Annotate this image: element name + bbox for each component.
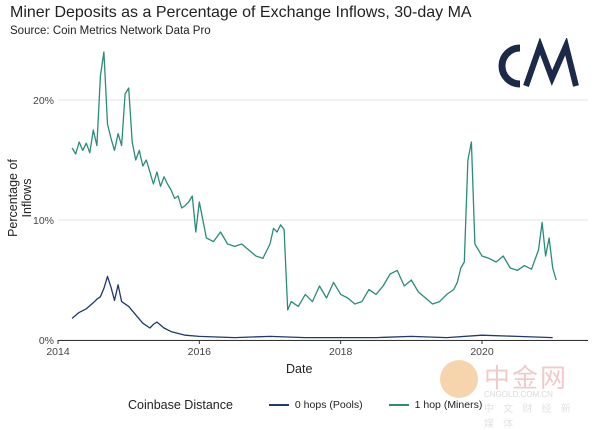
y-tick-label: 20% — [33, 95, 54, 107]
legend-item-pools: 0 hops (Pools) — [268, 399, 363, 411]
watermark: 中金网 CNGOLD.COM.CN 中 文 财 经 新 媒 体 — [440, 356, 590, 430]
x-tick-label: 2018 — [329, 346, 353, 358]
legend-item-miners: 1 hop (Miners) — [388, 399, 483, 411]
chart-title: Miner Deposits as a Percentage of Exchan… — [10, 4, 472, 21]
legend-label-pools: 0 hops (Pools) — [294, 399, 363, 411]
x-tick-label: 2014 — [46, 346, 70, 358]
watermark-logo-icon — [440, 360, 478, 398]
series-line-pools — [71, 275, 553, 339]
legend-title: Coinbase Distance — [128, 398, 233, 412]
series-line-miners — [71, 51, 557, 311]
x-axis-label: Date — [286, 362, 313, 376]
legend: Coinbase Distance 0 hops (Pools) 1 hop (… — [128, 398, 508, 412]
x-tick-label: 2020 — [470, 346, 494, 358]
legend-label-miners: 1 hop (Miners) — [414, 399, 483, 411]
y-axis-label: Percentage of Inflows — [6, 159, 34, 237]
coinmetrics-logo — [498, 38, 579, 88]
watermark-sub: 中 文 财 经 新 媒 体 — [484, 404, 574, 430]
chart-subtitle: Source: Coin Metrics Network Data Pro — [10, 25, 211, 37]
x-tick-label: 2016 — [188, 346, 212, 358]
y-tick-label: 10% — [33, 215, 54, 227]
watermark-url: CNGOLD.COM.CN — [484, 390, 553, 399]
legend-swatch-pools — [268, 404, 289, 406]
legend-swatch-miners — [388, 404, 409, 406]
y-tick-label: 0% — [39, 335, 54, 347]
watermark-main: 中金网 — [484, 364, 569, 394]
